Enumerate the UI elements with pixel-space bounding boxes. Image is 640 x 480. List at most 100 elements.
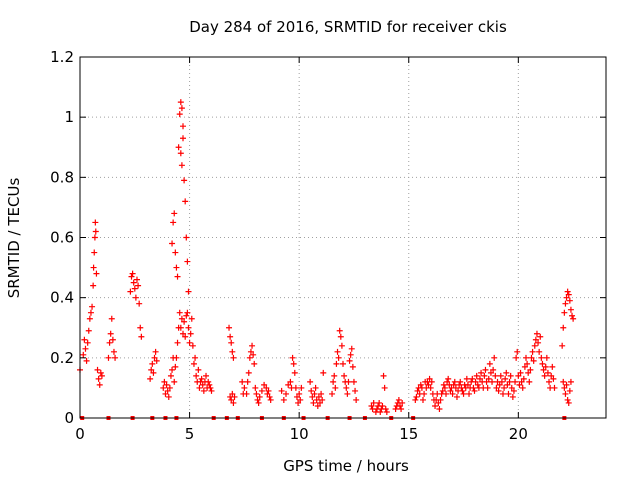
data-point: [414, 387, 421, 394]
data-point: [292, 384, 299, 391]
data-point: [193, 372, 200, 379]
chart-title: Day 284 of 2016, SRMTID for receiver cki…: [189, 18, 507, 36]
data-point: [543, 354, 550, 361]
data-point: [250, 351, 257, 358]
data-point: [165, 393, 172, 400]
data-point: [440, 381, 447, 388]
data-point: [471, 387, 478, 394]
data-point: [541, 372, 548, 379]
data-point: [105, 354, 112, 361]
data-point: [207, 384, 214, 391]
data-point: [341, 372, 348, 379]
data-point: [368, 402, 375, 409]
data-point: [228, 396, 235, 403]
data-point: [253, 390, 260, 397]
x-tick-label: 10: [290, 425, 309, 443]
data-point: [469, 375, 476, 382]
data-point: [180, 123, 187, 130]
data-point: [258, 387, 265, 394]
data-point: [562, 300, 569, 307]
data-point: [176, 309, 183, 316]
data-point: [490, 366, 497, 373]
data-point: [473, 372, 480, 379]
data-point: [517, 369, 524, 376]
data-point: [548, 372, 555, 379]
data-point: [382, 405, 389, 412]
data-point: [180, 135, 187, 142]
data-point: [370, 399, 377, 406]
data-point: [417, 381, 424, 388]
data-point: [314, 402, 321, 409]
data-point: [530, 357, 537, 364]
data-point: [90, 282, 97, 289]
data-point: [264, 390, 271, 397]
data-point: [519, 384, 526, 391]
data-point: [319, 396, 326, 403]
data-point: [509, 393, 516, 400]
y-tick-label: 1: [64, 108, 74, 126]
data-point: [127, 288, 134, 295]
data-point: [177, 99, 184, 106]
data-point: [353, 396, 360, 403]
data-point: [246, 354, 253, 361]
data-point: [82, 345, 89, 352]
data-point: [412, 396, 419, 403]
data-point: [266, 393, 273, 400]
data-point: [332, 384, 339, 391]
data-point: [564, 288, 571, 295]
data-point: [170, 219, 177, 226]
data-point: [241, 384, 248, 391]
data-point: [283, 390, 290, 397]
data-point: [537, 333, 544, 340]
data-point: [244, 378, 251, 385]
data-point: [426, 375, 433, 382]
data-point: [493, 384, 500, 391]
data-point: [203, 372, 210, 379]
data-point: [515, 372, 522, 379]
data-point: [413, 393, 420, 400]
data-point: [256, 393, 263, 400]
data-point: [331, 372, 338, 379]
data-point: [463, 375, 470, 382]
data-point: [293, 393, 300, 400]
data-point: [131, 285, 138, 292]
data-point: [98, 372, 105, 379]
data-point: [474, 381, 481, 388]
data-point: [441, 384, 448, 391]
data-point: [85, 327, 92, 334]
data-point: [566, 387, 573, 394]
data-point: [184, 258, 191, 265]
data-point: [504, 381, 511, 388]
data-point: [181, 177, 188, 184]
data-point: [307, 378, 314, 385]
data-point: [84, 339, 91, 346]
data-point: [164, 387, 171, 394]
data-point: [376, 399, 383, 406]
y-tick-label: 0.2: [50, 349, 74, 367]
data-point: [289, 354, 296, 361]
data-point: [561, 384, 568, 391]
data-point: [498, 378, 505, 385]
data-point: [230, 399, 237, 406]
data-point: [132, 294, 139, 301]
data-point: [227, 333, 234, 340]
data-point: [87, 309, 94, 316]
data-point: [196, 384, 203, 391]
data-point: [195, 366, 202, 373]
data-point: [529, 348, 536, 355]
y-tick-label: 0.4: [50, 289, 74, 307]
data-point: [239, 378, 246, 385]
data-point: [110, 348, 117, 355]
data-point: [398, 405, 405, 412]
data-point: [549, 363, 556, 370]
data-point: [565, 399, 572, 406]
data-point: [457, 378, 464, 385]
data-point: [254, 396, 261, 403]
data-point: [137, 324, 144, 331]
data-point: [148, 366, 155, 373]
data-point: [464, 381, 471, 388]
data-point: [470, 384, 477, 391]
data-point: [290, 360, 297, 367]
y-tick-label: 0.8: [50, 168, 74, 186]
data-point: [539, 360, 546, 367]
